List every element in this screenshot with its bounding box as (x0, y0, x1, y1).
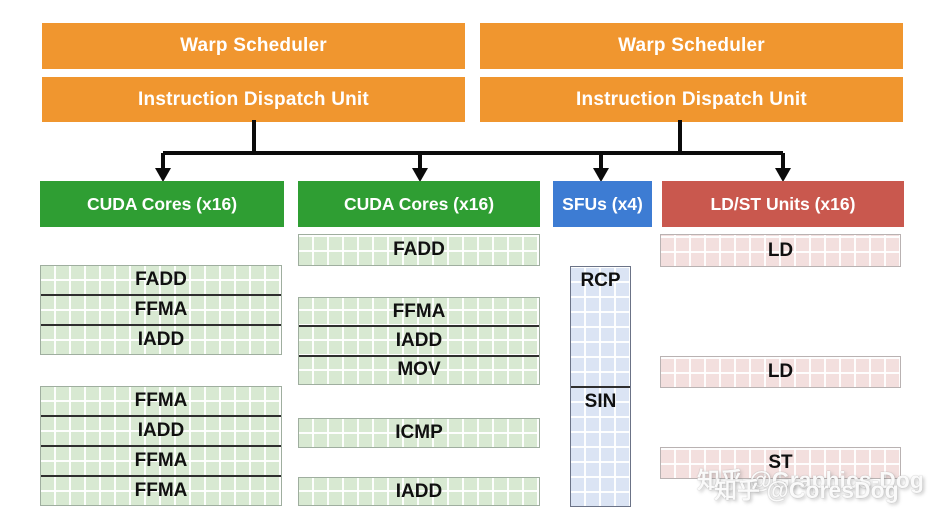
instr-row-fadd: FADD (393, 239, 445, 260)
instr-row-iadd: IADD (299, 325, 539, 354)
sfu-pipeline-block: RCP SIN (570, 266, 631, 507)
header-cuda-cores-2: CUDA Cores (x16) (298, 181, 540, 227)
instr-row-ffma: FFMA (41, 445, 281, 475)
instr-row-ffma: FFMA (41, 475, 281, 505)
cuda2-instruction-block-2: FFMA IADD MOV (298, 297, 540, 385)
sfu-op-rcp: RCP (580, 270, 621, 291)
cuda1-instruction-block-1: FADD FFMA IADD (40, 265, 282, 355)
header-sfus: SFUs (x4) (553, 181, 652, 227)
cuda2-instruction-block-4: IADD (298, 477, 540, 506)
cuda2-instruction-block-3: ICMP (298, 418, 540, 448)
instr-row-ld: LD (767, 361, 794, 382)
instr-row-iadd: IADD (395, 480, 443, 502)
watermark-text: 知乎 @Graphics-Dog (697, 467, 924, 493)
header-cuda-cores-1: CUDA Cores (x16) (40, 181, 284, 227)
instr-row-ffma: FFMA (134, 390, 188, 411)
warp-scheduler-left: Warp Scheduler (42, 23, 465, 69)
cuda1-instruction-block-2: FFMA IADD FFMA FFMA (40, 386, 282, 506)
ldst-instruction-block-2: LD (660, 356, 901, 388)
instr-row-st: ST (768, 452, 793, 473)
cuda2-instruction-block-1: FADD (298, 234, 540, 266)
instr-row-icmp: ICMP (395, 422, 443, 443)
warp-scheduler-right: Warp Scheduler (480, 23, 903, 69)
instruction-dispatch-unit-right: Instruction Dispatch Unit (480, 77, 903, 122)
watermark-text-2: 知乎 @CoresDog (714, 477, 899, 503)
ldst-instruction-block-1: LD (660, 234, 901, 267)
instr-row-mov: MOV (299, 354, 539, 384)
instr-row-iadd: IADD (41, 324, 281, 354)
header-ldst-units: LD/ST Units (x16) (662, 181, 904, 227)
instruction-dispatch-unit-left: Instruction Dispatch Unit (42, 77, 465, 122)
instr-row-ffma: FFMA (41, 294, 281, 324)
sfu-op-sin: SIN (571, 385, 630, 507)
instr-row-fadd: FADD (135, 269, 187, 290)
ldst-instruction-block-3: ST (660, 447, 901, 479)
instr-row-iadd: IADD (41, 415, 281, 445)
instr-row-ffma: FFMA (392, 300, 446, 322)
instr-row-ld: LD (767, 239, 794, 261)
